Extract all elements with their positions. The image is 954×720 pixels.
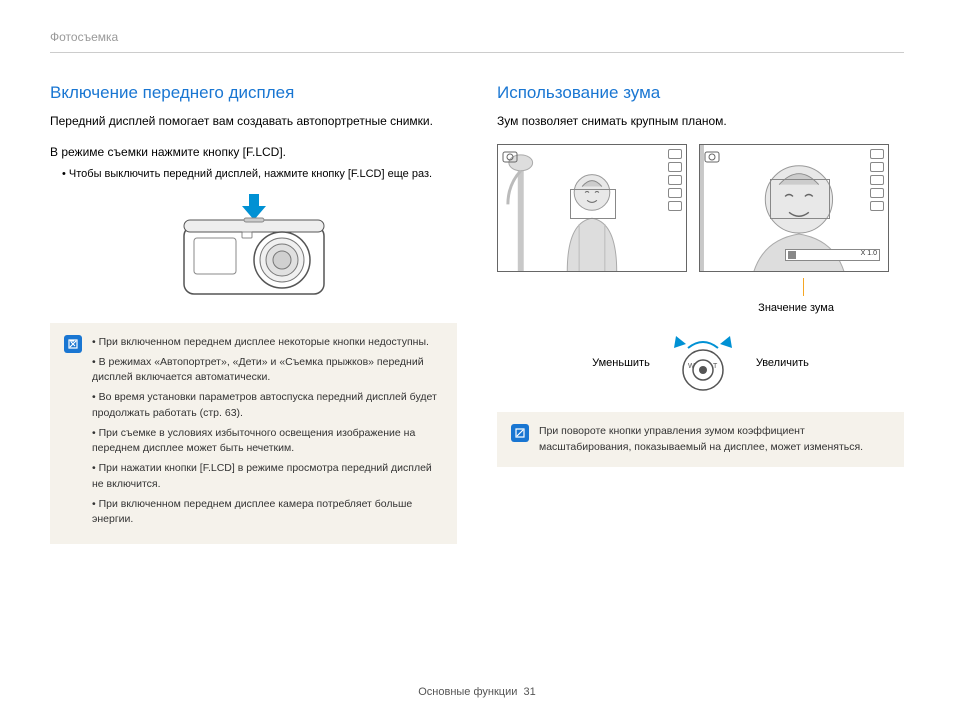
right-note-box: При повороте кнопки управления зумом коэ… [497, 412, 904, 468]
zoom-value-label: Значение зума [497, 302, 844, 314]
focus-box [570, 189, 616, 219]
zoom-readout: X 1.0 [861, 250, 877, 257]
note-icon [511, 424, 529, 442]
left-note-list: При включенном переднем дисплее некоторы… [92, 335, 443, 532]
left-column: Включение переднего дисплея Передний дис… [50, 83, 457, 544]
status-icons [870, 149, 884, 211]
zoom-out-label: Уменьшить [592, 357, 650, 369]
left-intro: Передний дисплей помогает вам создавать … [50, 113, 457, 130]
left-substep: Чтобы выключить передний дисплей, нажмит… [62, 167, 457, 182]
left-note-box: При включенном переднем дисплее некоторы… [50, 323, 457, 544]
right-note-text: При повороте кнопки управления зумом коэ… [539, 424, 890, 456]
lcd-wide [497, 144, 687, 272]
left-heading: Включение переднего дисплея [50, 83, 457, 103]
svg-text:W: W [688, 363, 695, 370]
zoom-screenshots: X 1.0 [497, 144, 904, 272]
mode-icon [502, 149, 518, 165]
lcd-zoom: X 1.0 [699, 144, 889, 272]
svg-text:T: T [713, 363, 718, 370]
right-intro: Зум позволяет снимать крупным планом. [497, 113, 904, 130]
right-heading: Использование зума [497, 83, 904, 103]
zoom-dial-icon: W T [668, 328, 738, 398]
focus-box [770, 179, 830, 219]
mode-icon [704, 149, 720, 165]
status-icons [668, 149, 682, 211]
breadcrumb: Фотосъемка [50, 30, 904, 53]
left-step: В режиме съемки нажмите кнопку [F.LCD]. [50, 144, 457, 161]
right-column: Использование зума Зум позволяет снимать… [497, 83, 904, 544]
zoom-in-label: Увеличить [756, 357, 809, 369]
note-icon [64, 335, 82, 353]
zoom-dial-row: Уменьшить W T Увеличить [497, 328, 904, 398]
camera-figure [50, 194, 457, 309]
page-footer: Основные функции 31 [0, 686, 954, 698]
zoom-bar: X 1.0 [785, 249, 880, 261]
